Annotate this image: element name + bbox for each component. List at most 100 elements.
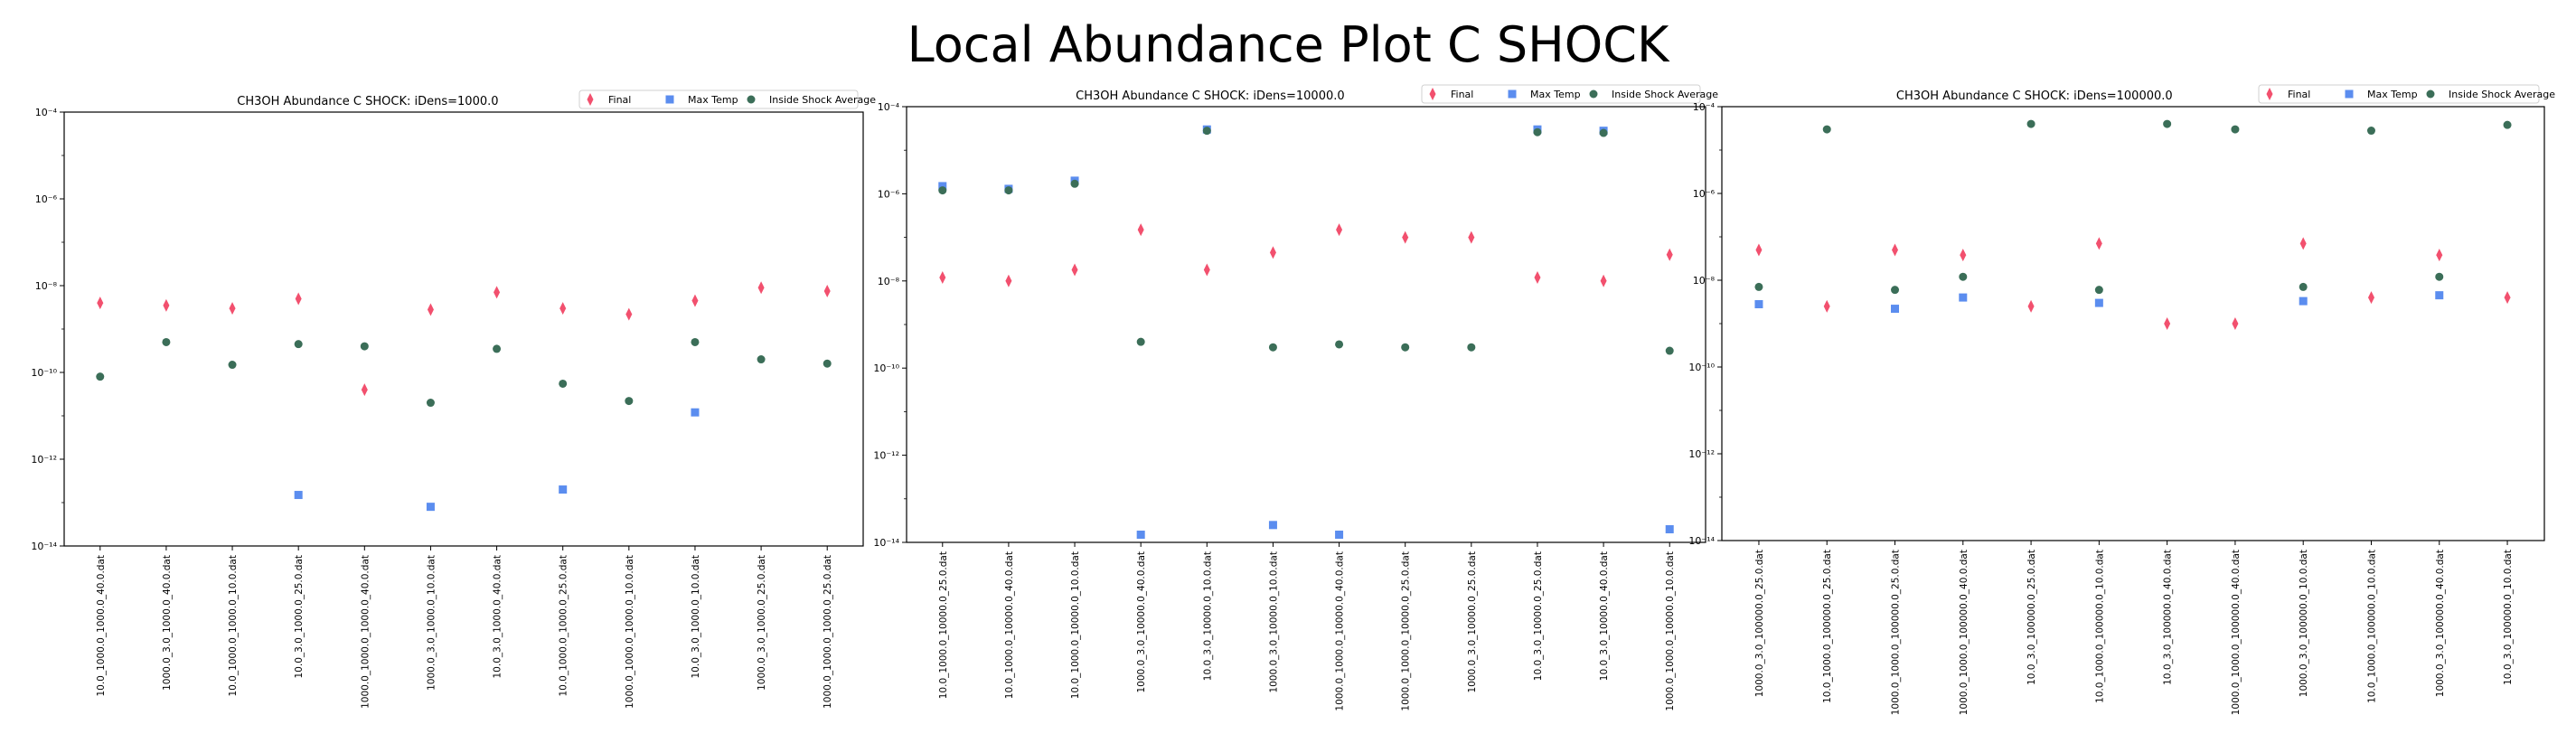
point-final [1203,263,1210,277]
y-tick-label: 10⁻⁶ [878,188,900,200]
subplot-title: CH3OH Abundance C SHOCK: iDens=1000.0 [237,95,498,108]
point-final [1755,243,1763,257]
point-final [625,307,633,321]
point-avg [2299,282,2308,291]
legend-marker-final [587,93,594,106]
y-tick-label: 10⁻¹⁴ [31,541,57,552]
point-max-temp [1136,531,1145,540]
point-final [163,298,170,312]
legend-label-final: Final [608,94,631,106]
point-final [2164,317,2171,330]
point-max-temp [2299,296,2308,306]
point-final [1600,274,1607,287]
point-avg [162,337,171,346]
point-final [229,302,236,315]
point-avg [493,344,502,353]
x-tick-label: 10.0_3.0_10000.0_25.0.dat [1533,551,1544,681]
point-max-temp [426,503,435,512]
x-tick-label: 1000.0_3.0_1000.0_40.0.dat [162,555,173,691]
point-final [1336,223,1343,237]
legend-label-max-temp: Max Temp [1530,89,1581,100]
y-tick-label: 10⁻¹² [1688,448,1715,460]
y-tick-label: 10⁻¹⁴ [873,537,899,549]
point-avg [1891,286,1900,295]
legend-marker-max-temp [1508,89,1517,99]
point-final [1071,263,1078,277]
y-tick-label: 10⁻¹⁰ [1688,362,1715,373]
x-tick-label: 10.0_3.0_1000.0_10.0.dat [691,555,701,679]
x-tick-label: 1000.0_1000.0_10000.0_25.0.dat [1401,551,1412,711]
plot-frame [63,111,864,547]
point-avg [1202,127,1211,136]
x-tick-label: 1000.0_3.0_10000.0_10.0.dat [1268,551,1279,693]
x-tick-label: 10.0_3.0_1000.0_25.0.dat [294,555,305,679]
x-tick-label: 10.0_1000.0_1000.0_40.0.dat [96,555,107,697]
point-final [2436,249,2443,262]
x-tick-label: 1000.0_1000.0_1000.0_40.0.dat [360,555,371,709]
point-avg [1401,343,1410,352]
figure-title: Local Abundance Plot C SHOCK [907,16,1669,73]
legend-label-avg: Inside Shock Average [1612,89,1718,100]
point-final [361,383,368,397]
point-final [427,303,434,316]
x-tick-label: 1000.0_3.0_1000.0_25.0.dat [757,555,767,691]
x-tick-label: 1000.0_1000.0_1000.0_25.0.dat [823,555,833,709]
y-tick-label: 10⁻⁴ [35,107,58,118]
x-tick-label: 1000.0_3.0_100000.0_10.0.dat [2299,550,2309,697]
point-avg [1136,337,1145,346]
y-tick-label: 10⁻⁴ [878,101,900,113]
y-tick-label: 10⁻¹² [31,454,57,466]
x-tick-label: 1000.0_1000.0_10000.0_40.0.dat [1335,551,1346,711]
point-max-temp [938,182,947,191]
legend-marker-max-temp [2345,89,2354,99]
x-tick-label: 1000.0_3.0_10000.0_25.0.dat [1467,551,1478,693]
point-avg [2163,119,2172,128]
point-avg [1004,186,1013,195]
legend-label-final: Final [2288,89,2310,100]
point-max-temp [559,485,568,494]
x-tick-label: 10.0_1000.0_10000.0_40.0.dat [1004,551,1015,699]
x-tick-label: 1000.0_1000.0_100000.0_40.0.dat [2231,550,2242,715]
legend-label-avg: Inside Shock Average [769,94,876,106]
legend-marker-avg [747,95,756,104]
x-tick-label: 10.0_1000.0_100000.0_10.0.dat [2366,550,2377,703]
legend-label-max-temp: Max Temp [688,94,738,106]
legend-label-avg: Inside Shock Average [2449,89,2555,100]
subplot-title: CH3OH Abundance C SHOCK: iDens=100000.0 [1896,89,2173,103]
point-avg [96,372,105,381]
point-avg [1070,179,1079,188]
point-avg [2366,127,2375,136]
legend-box [1421,84,1701,104]
y-tick-label: 10⁻⁴ [1693,101,1716,113]
point-final [1666,248,1673,261]
point-avg [1467,343,1476,352]
y-tick-label: 10⁻⁶ [1693,188,1716,200]
legend-box [578,89,859,109]
point-avg [1268,343,1277,352]
subplot-1: CH3OH Abundance C SHOCK: iDens=1000.0 10⁻… [31,89,876,709]
point-final [2367,291,2374,305]
x-tick-label: 10.0_3.0_100000.0_10.0.dat [2503,550,2514,685]
point-avg [2503,120,2512,129]
point-final [691,294,699,307]
point-final [1402,231,1409,244]
point-final [97,296,104,310]
point-avg [1959,272,1968,281]
point-avg [2435,272,2444,281]
x-tick-label: 1000.0_1000.0_100000.0_40.0.dat [1959,550,1970,715]
point-max-temp [2094,298,2103,307]
point-max-temp [2435,291,2444,300]
x-tick-label: 10.0_1000.0_10000.0_25.0.dat [938,551,949,699]
x-tick-label: 1000.0_1000.0_100000.0_25.0.dat [1891,550,1902,715]
point-final [823,284,831,297]
x-tick-label: 1000.0_3.0_10000.0_40.0.dat [1136,551,1147,693]
point-final [757,281,765,295]
point-final [2299,237,2307,250]
point-final [494,286,501,299]
point-final [1892,243,1899,257]
x-tick-label: 1000.0_1000.0_1000.0_10.0.dat [625,555,635,709]
point-avg [2094,286,2103,295]
x-tick-label: 1000.0_3.0_100000.0_25.0.dat [1754,550,1765,697]
point-final [1137,223,1144,237]
